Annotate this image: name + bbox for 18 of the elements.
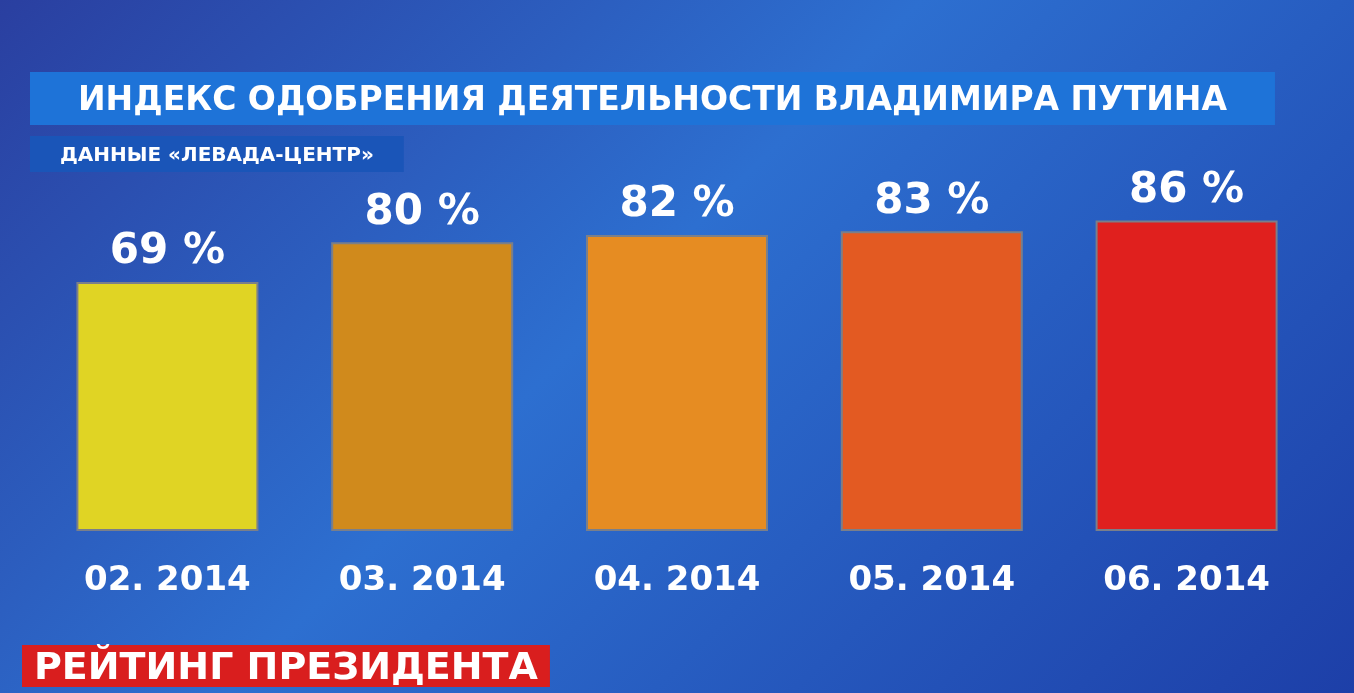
bar [1095, 220, 1278, 531]
chart-subtitle: ДАННЫЕ «ЛЕВАДА-ЦЕНТР» [60, 142, 374, 166]
bar [76, 281, 259, 531]
data-label: 80 % [364, 184, 480, 234]
bar [586, 234, 768, 531]
x-tick-label: 05. 2014 [848, 558, 1016, 598]
bar [840, 231, 1023, 531]
data-label: 69 % [109, 224, 225, 274]
data-label: 86 % [1129, 163, 1245, 213]
x-tick-label: 06. 2014 [1103, 558, 1270, 598]
data-label: 82 % [619, 177, 735, 227]
bar [331, 242, 514, 531]
x-tick-label: 04. 2014 [593, 558, 761, 598]
text: РЕЙТИНГ ПРЕЗИДЕНТА [34, 644, 539, 688]
x-tick-label: 02. 2014 [84, 558, 251, 598]
data-label: 83 % [874, 173, 990, 223]
chart-title: ИНДЕКС ОДОБРЕНИЯ ДЕЯТЕЛЬНОСТИ ВЛАДИМИРА ПУТИНА [78, 79, 1228, 118]
x-tick-label: 03. 2014 [338, 558, 506, 598]
